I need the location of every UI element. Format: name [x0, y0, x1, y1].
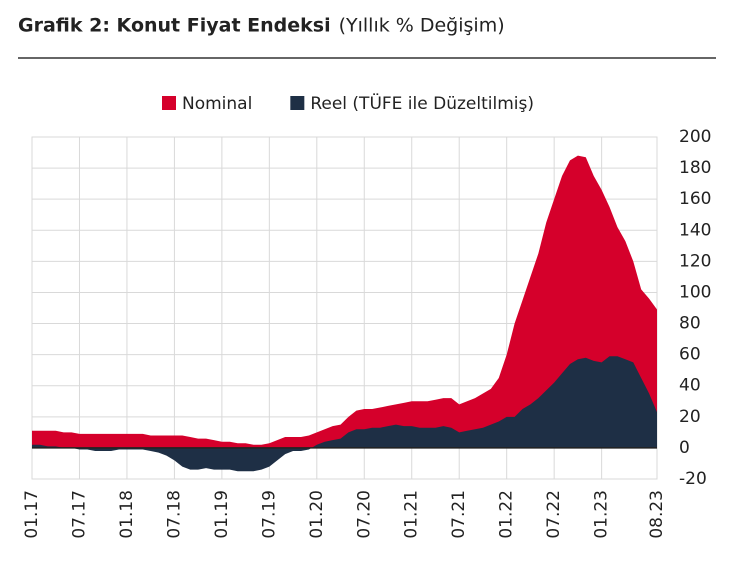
y-tick-label: 40	[679, 376, 701, 396]
y-tick-label: 0	[679, 438, 690, 458]
x-tick-label: 01.18	[117, 490, 137, 539]
x-tick-label: 07.21	[449, 490, 469, 539]
x-tick-label: 07.17	[69, 490, 89, 539]
y-tick-label: -20	[679, 469, 707, 489]
area	[32, 155, 657, 448]
x-tick-label: 01.22	[497, 490, 517, 539]
y-tick-label: 140	[679, 220, 711, 240]
chart-title: Grafik 2: Konut Fiyat Endeksi	[18, 15, 331, 37]
legend-swatch	[162, 96, 176, 110]
x-tick-label: 07.20	[354, 490, 374, 539]
legend-label: Reel (TÜFE ile Düzeltilmiş)	[310, 92, 534, 114]
x-tick-label: 01.21	[402, 490, 422, 539]
y-tick-label: 180	[679, 158, 711, 178]
chart-subtitle: (Yıllık % Değişim)	[339, 15, 505, 37]
x-tick-label: 07.18	[164, 490, 184, 539]
y-tick-label: 200	[679, 127, 711, 147]
y-tick-label: 60	[679, 345, 701, 365]
legend-label: Nominal	[182, 94, 252, 114]
area	[32, 356, 657, 472]
legend-swatch	[290, 96, 305, 110]
x-tick-label: 01.19	[212, 490, 232, 539]
y-tick-label: 160	[679, 189, 711, 209]
x-tick-label: 01.17	[22, 490, 42, 539]
x-tick-label: 07.19	[259, 490, 279, 539]
y-tick-label: 120	[679, 251, 711, 271]
y-tick-label: 20	[679, 407, 701, 427]
x-tick-label: 01.23	[592, 490, 612, 539]
y-tick-label: 80	[679, 314, 701, 334]
x-tick-label: 08.23	[647, 490, 667, 539]
x-tick-label: 07.22	[544, 490, 564, 539]
x-tick-label: 01.20	[307, 490, 327, 539]
y-tick-label: 100	[679, 282, 711, 302]
